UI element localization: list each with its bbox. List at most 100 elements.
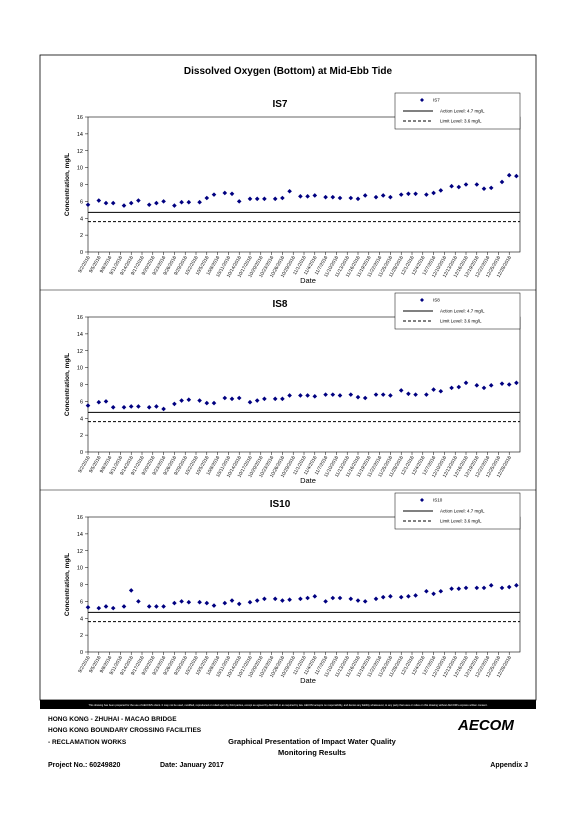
data-point <box>355 196 361 202</box>
data-point <box>431 190 436 196</box>
data-point <box>330 194 336 200</box>
data-point <box>161 199 166 204</box>
data-point <box>449 586 454 592</box>
data-point <box>312 193 318 198</box>
data-point <box>204 195 210 201</box>
data-point <box>247 399 253 405</box>
data-point <box>449 385 454 391</box>
data-point <box>272 396 278 402</box>
data-point <box>488 383 494 388</box>
y-tick-label: 16 <box>77 115 83 121</box>
data-point <box>380 594 386 600</box>
data-point <box>474 182 480 187</box>
data-point <box>463 182 469 187</box>
y-axis-label: Concentration, mg/L <box>64 553 71 616</box>
data-point <box>272 596 278 602</box>
y-tick-label: 16 <box>77 315 83 321</box>
data-point <box>229 598 235 603</box>
data-point <box>280 195 285 201</box>
subject: Monitoring Results <box>278 748 346 757</box>
data-point <box>121 604 127 609</box>
data-point <box>463 380 469 386</box>
data-point <box>373 392 379 397</box>
y-tick-label: 14 <box>77 132 83 138</box>
data-point <box>254 598 260 603</box>
data-point <box>398 594 404 600</box>
data-point <box>85 202 91 208</box>
data-point <box>424 192 429 197</box>
data-point <box>431 387 436 392</box>
data-point <box>136 198 141 203</box>
data-point <box>172 401 177 407</box>
data-point <box>312 594 318 599</box>
data-point <box>514 173 519 179</box>
data-point <box>463 585 469 591</box>
y-tick-label: 2 <box>80 233 83 239</box>
data-point <box>272 196 278 202</box>
legend-label: IS7 <box>433 98 440 103</box>
data-point <box>456 384 462 390</box>
data-point <box>337 195 343 201</box>
data-point <box>172 203 177 208</box>
data-point <box>298 194 303 199</box>
data-point <box>161 406 166 412</box>
disclaimer-bar <box>40 700 536 709</box>
data-point <box>330 392 336 397</box>
y-tick-label: 6 <box>80 599 83 605</box>
data-point <box>262 396 267 402</box>
data-point <box>348 596 354 602</box>
data-point <box>179 199 184 205</box>
data-point <box>337 595 343 601</box>
data-point <box>254 398 260 403</box>
data-point <box>110 200 116 206</box>
y-tick-label: 0 <box>80 650 83 656</box>
data-point <box>398 388 404 393</box>
legend-marker <box>420 498 424 502</box>
data-point <box>506 382 512 387</box>
data-point <box>499 381 505 386</box>
data-point <box>146 604 152 609</box>
data-point <box>298 393 303 398</box>
data-point <box>373 596 379 602</box>
data-point <box>474 383 480 388</box>
y-tick-label: 14 <box>77 332 83 338</box>
subject: Graphical Presentation of Impact Water Q… <box>228 737 397 746</box>
data-point <box>348 195 354 201</box>
data-point <box>229 396 235 402</box>
x-axis-label: Date <box>300 476 316 485</box>
data-point <box>96 198 102 203</box>
data-point <box>424 392 429 397</box>
data-point <box>121 203 127 208</box>
y-tick-label: 8 <box>80 383 83 389</box>
data-point <box>121 404 127 410</box>
data-point <box>204 600 210 606</box>
data-point <box>186 397 192 402</box>
y-tick-label: 14 <box>77 532 83 538</box>
data-point <box>280 396 285 402</box>
data-point <box>348 392 354 397</box>
y-tick-label: 12 <box>77 549 83 555</box>
data-point <box>406 594 411 599</box>
data-point <box>424 588 429 594</box>
data-point <box>262 596 267 602</box>
data-point <box>280 598 285 603</box>
page-title: Dissolved Oxygen (Bottom) at Mid-Ebb Tid… <box>184 66 393 77</box>
data-point <box>499 179 505 185</box>
data-point <box>406 391 411 397</box>
data-point <box>110 605 116 611</box>
project-line: HONG KONG - ZHUHAI - MACAO BRIDGE <box>48 716 177 723</box>
y-tick-label: 10 <box>77 566 83 572</box>
y-axis-label: Concentration, mg/L <box>64 153 71 216</box>
y-tick-label: 0 <box>80 450 83 456</box>
data-point <box>488 185 494 191</box>
y-tick-label: 10 <box>77 166 83 172</box>
date: Date: January 2017 <box>160 762 224 769</box>
data-point <box>481 385 487 391</box>
data-point <box>481 186 487 192</box>
data-point <box>438 588 444 594</box>
data-point <box>236 395 242 401</box>
data-point <box>247 196 253 202</box>
y-tick-label: 12 <box>77 149 83 155</box>
x-axis-label: Date <box>300 276 316 285</box>
